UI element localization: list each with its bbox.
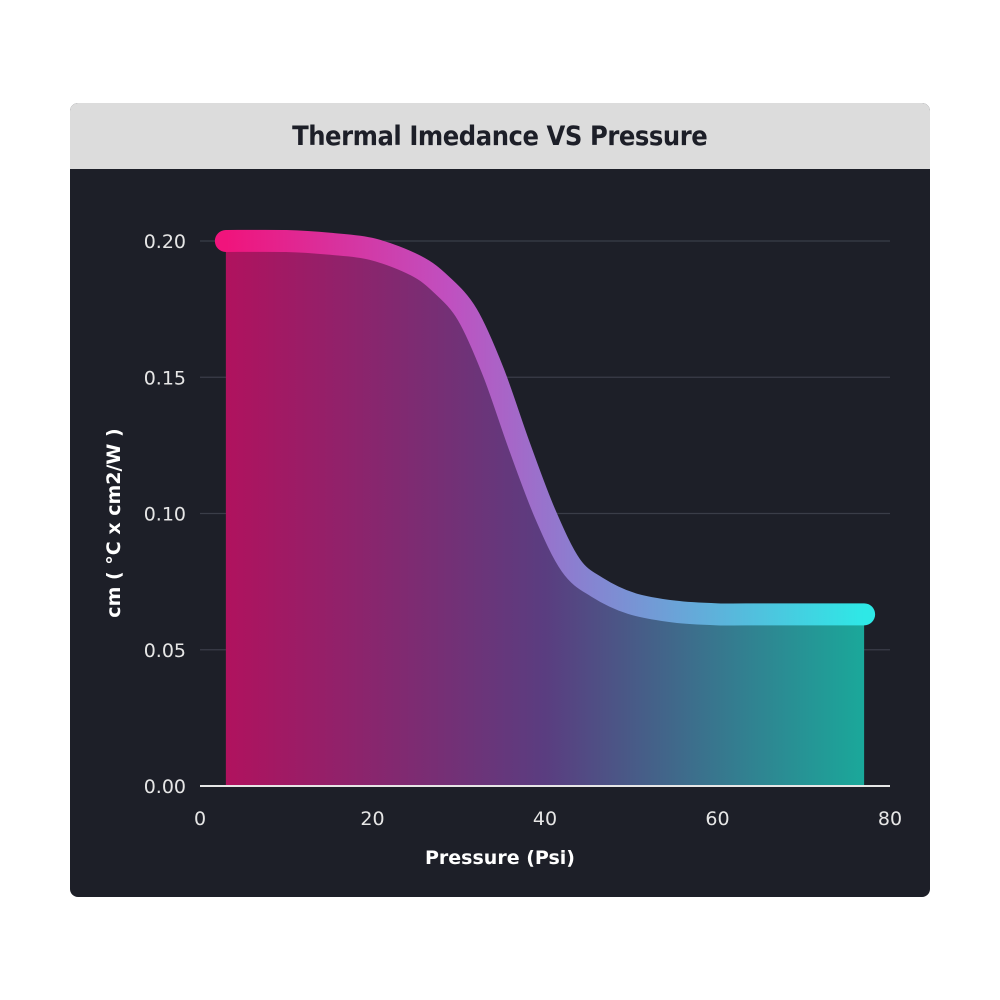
x-tick-label: 60 — [705, 808, 729, 830]
chart-title: Thermal Imedance VS Pressure — [292, 120, 708, 152]
x-axis-title: Pressure (Psi) — [425, 847, 575, 869]
chart-card: Thermal Imedance VS Pressure 0.00 0.05 0.1… — [70, 103, 930, 897]
y-tick-labels: 0.00 0.05 0.10 0.15 0.20 — [144, 231, 186, 798]
y-tick-label: 0.20 — [144, 231, 186, 253]
x-tick-labels: 0 20 40 60 80 — [194, 808, 902, 830]
x-tick-label: 0 — [194, 808, 206, 830]
y-tick-label: 0.15 — [144, 367, 186, 389]
x-tick-label: 20 — [360, 808, 384, 830]
chart-header: Thermal Imedance VS Pressure — [70, 103, 930, 169]
x-tick-label: 80 — [878, 808, 902, 830]
chart-svg: 0.00 0.05 0.10 0.15 0.20 0 20 40 60 80 Pressure … — [103, 229, 902, 869]
y-axis-title: cm ( °C x cm2/W ) — [103, 428, 125, 617]
y-tick-label: 0.05 — [144, 640, 186, 662]
y-tick-label: 0.00 — [144, 776, 186, 798]
series-line — [214, 229, 876, 626]
y-tick-label: 0.10 — [144, 504, 186, 526]
series-area-group — [214, 229, 876, 786]
series-area — [225, 240, 865, 786]
x-tick-label: 40 — [533, 808, 557, 830]
